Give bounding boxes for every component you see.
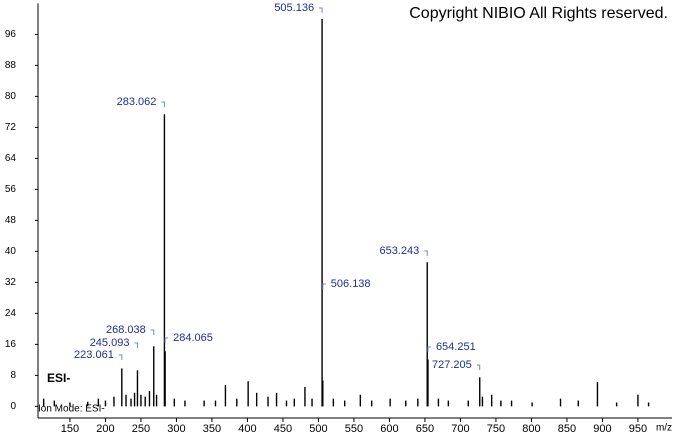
label-bracket [161,101,165,107]
x-tick-label: 150 [61,423,79,434]
x-tick-label: 550 [345,423,363,434]
x-tick-label: 700 [451,423,469,434]
x-tick-label: 650 [416,423,434,434]
label-bracket [322,283,326,289]
y-tick-label: 8 [10,370,16,381]
y-tick-label: 64 [5,153,17,164]
peak-label: 653.243 [379,245,419,257]
y-tick-label: 16 [5,339,17,350]
y-tick-label: 0 [10,401,16,412]
x-tick-label: 300 [167,423,185,434]
x-tick-label: 250 [132,423,150,434]
x-tick-label: 800 [522,423,540,434]
y-tick-label: 88 [5,60,17,71]
label-bracket [476,364,481,370]
x-tick-label: 400 [238,423,256,434]
peak-label: 727.205 [432,359,472,371]
peak-label: 506.138 [331,278,371,290]
x-tick-label: 600 [380,423,398,434]
label-bracket [150,329,155,335]
y-tick-label: 96 [5,29,17,40]
x-tick-label: 900 [593,423,611,434]
label-bracket [134,342,138,348]
peak-label: 268.038 [106,324,146,336]
x-tick-label: 950 [629,423,647,434]
peak-label: 654.251 [436,341,476,353]
y-tick-label: 40 [5,246,17,257]
label-bracket [164,337,169,343]
y-tick-label: 72 [5,122,17,133]
y-tick-label: 80 [5,91,17,102]
peak-label: 505.136 [274,2,314,14]
peak-label: 245.093 [90,337,130,349]
mode-label: ESI- [47,371,70,385]
label-bracket [424,250,428,256]
peak-label: 284.065 [173,332,213,344]
x-tick-label: 850 [558,423,576,434]
x-axis-label: m/z [656,423,672,434]
peak-label: 283.062 [117,96,157,108]
y-tick-label: 24 [5,308,17,319]
peak-label: 223.061 [74,349,114,361]
x-tick-label: 450 [274,423,292,434]
x-tick-label: 200 [96,423,114,434]
x-tick-label: 750 [487,423,505,434]
y-tick-label: 32 [5,277,17,288]
label-bracket [319,7,323,13]
x-tick-label: 350 [203,423,221,434]
label-bracket [118,354,123,360]
y-tick-label: 56 [5,184,17,195]
x-tick-label: 500 [309,423,327,434]
label-bracket [427,346,431,352]
y-tick-label: 48 [5,215,17,226]
footer: Ion Mode: ESI- [38,404,105,415]
chart-title: Copyright NIBIO All Rights reserved. [409,5,668,22]
